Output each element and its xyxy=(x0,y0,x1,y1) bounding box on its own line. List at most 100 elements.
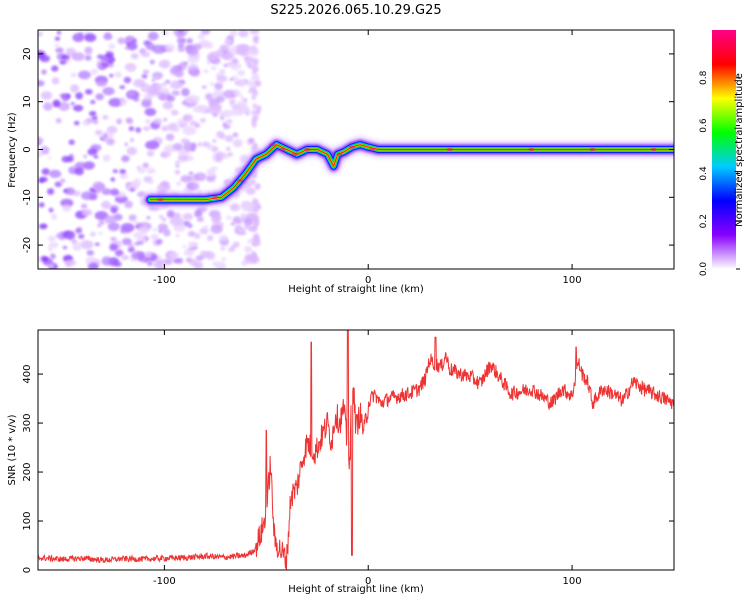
noise-blob xyxy=(92,181,104,191)
noise-blob xyxy=(93,155,99,159)
noise-blob xyxy=(62,230,76,240)
frequency-ridge xyxy=(142,136,674,208)
noise-blob xyxy=(145,118,151,125)
noise-blob xyxy=(252,143,258,150)
noise-blob xyxy=(166,95,175,102)
snr-background xyxy=(38,330,674,570)
noise-blob xyxy=(163,258,173,265)
noise-blob xyxy=(72,104,84,112)
noise-blob xyxy=(87,148,98,156)
noise-blob xyxy=(145,140,160,150)
noise-blob xyxy=(231,245,235,249)
noise-blob xyxy=(177,153,188,162)
noise-blob xyxy=(71,52,85,61)
noise-blob xyxy=(54,43,60,48)
noise-blob xyxy=(219,71,225,76)
noise-blob xyxy=(65,187,75,196)
noise-blob xyxy=(216,75,228,83)
noise-blob xyxy=(182,220,191,227)
noise-blob xyxy=(110,188,120,196)
noise-blob xyxy=(202,85,207,89)
noise-blob xyxy=(134,241,141,246)
noise-blob xyxy=(106,138,115,146)
noise-blob xyxy=(171,90,181,96)
noise-blob xyxy=(174,169,181,175)
noise-blob xyxy=(254,30,260,35)
noise-blob xyxy=(81,191,94,201)
noise-blob xyxy=(110,177,116,182)
noise-blob xyxy=(141,74,148,79)
colorbar-tick-label: 0.2 xyxy=(699,214,709,228)
y-tick-label: 20 xyxy=(22,48,33,61)
noise-blob xyxy=(97,231,103,235)
noise-blob xyxy=(235,223,242,230)
noise-blob xyxy=(48,207,54,213)
noise-blob xyxy=(39,223,48,230)
noise-blob xyxy=(146,216,151,220)
noise-blob xyxy=(123,76,132,84)
noise-blob xyxy=(120,229,126,233)
noise-blob xyxy=(154,75,160,80)
noise-blob xyxy=(65,259,77,266)
noise-blob xyxy=(97,223,102,228)
noise-blob xyxy=(220,246,226,251)
noise-blob xyxy=(176,181,182,186)
noise-blob xyxy=(214,214,222,222)
noise-blob xyxy=(90,68,98,75)
noise-blob xyxy=(54,181,62,188)
noise-blob xyxy=(233,89,241,96)
noise-blob xyxy=(252,35,258,42)
noise-blob xyxy=(194,172,207,182)
noise-blob xyxy=(252,206,258,213)
ridge-peak xyxy=(279,147,286,152)
noise-blob xyxy=(114,249,124,257)
noise-blob xyxy=(146,150,155,157)
ridge-peak xyxy=(650,147,657,152)
noise-blob xyxy=(67,155,74,163)
noise-blob xyxy=(158,59,171,69)
noise-blob xyxy=(251,109,257,116)
noise-blob xyxy=(95,93,104,101)
noise-blob xyxy=(61,93,70,102)
colorbar-tick-label: 0.8 xyxy=(699,70,709,85)
noise-blob xyxy=(130,138,134,142)
noise-blob xyxy=(132,178,142,187)
ridge-peak xyxy=(291,152,298,156)
noise-blob xyxy=(74,167,84,176)
noise-blob xyxy=(47,188,55,195)
noise-blob xyxy=(165,133,175,141)
noise-blob xyxy=(227,62,233,66)
noise-blob xyxy=(40,145,50,155)
noise-blob xyxy=(108,97,123,107)
noise-blob xyxy=(165,79,171,84)
noise-blob xyxy=(47,246,53,252)
ridge-peak xyxy=(589,147,596,152)
noise-blob xyxy=(171,67,182,75)
snr-x-axis-label: Height of straight line (km) xyxy=(288,584,424,595)
noise-blob xyxy=(169,80,183,90)
noise-blob xyxy=(73,120,80,126)
noise-blob xyxy=(181,87,190,97)
noise-blob xyxy=(144,250,152,258)
noise-blob xyxy=(40,91,53,100)
noise-blob xyxy=(112,169,119,174)
noise-blob xyxy=(163,117,168,122)
noise-blob xyxy=(78,70,91,80)
noise-blob xyxy=(127,67,136,72)
noise-blob xyxy=(151,44,167,54)
noise-blob xyxy=(133,79,146,88)
noise-blob xyxy=(84,55,92,61)
noise-blob xyxy=(237,69,246,77)
noise-blob xyxy=(130,53,139,60)
noise-blob xyxy=(142,69,150,74)
ridge-peak xyxy=(157,198,164,202)
noise-blob xyxy=(117,37,126,45)
noise-blob xyxy=(162,217,166,222)
noise-blob xyxy=(101,188,112,196)
noise-blob xyxy=(231,105,236,109)
noise-blob xyxy=(114,261,122,267)
noise-blob xyxy=(91,115,98,122)
noise-blob xyxy=(229,98,236,106)
noise-blob xyxy=(190,69,200,77)
